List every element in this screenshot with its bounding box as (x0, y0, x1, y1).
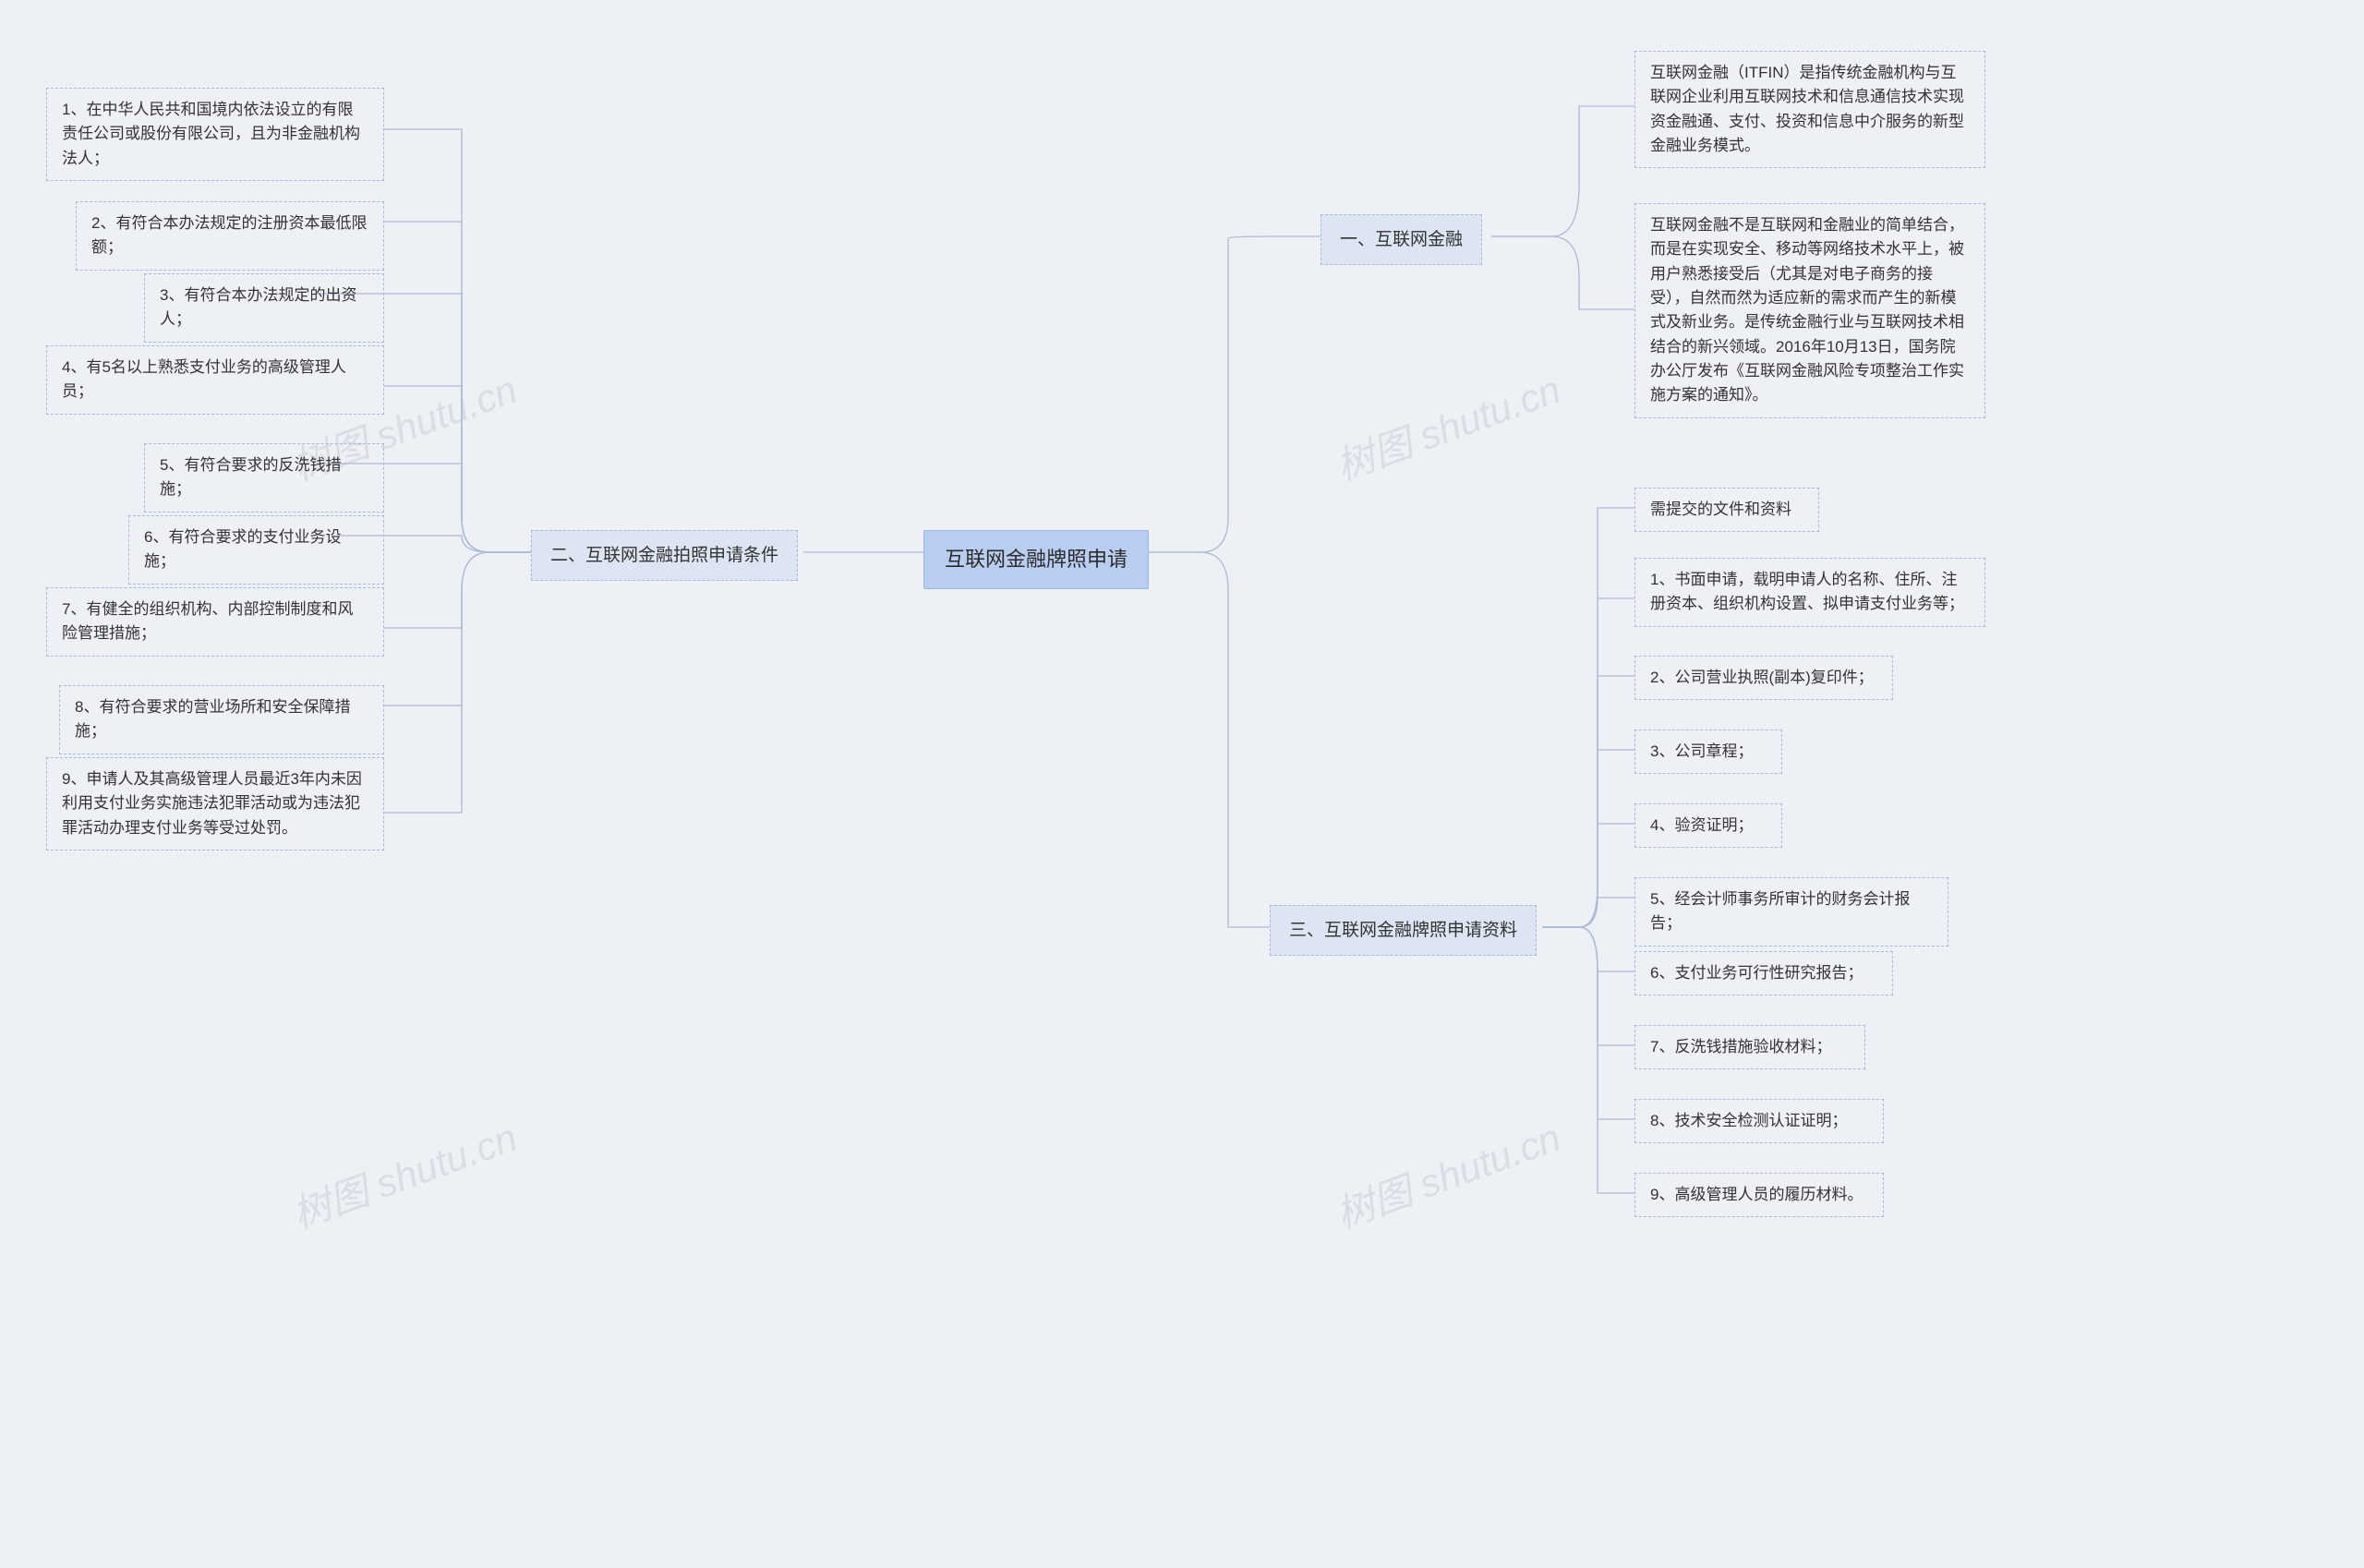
mindmap-branch-1[interactable]: 一、互联网金融 (1321, 214, 1482, 265)
mindmap-leaf[interactable]: 2、公司营业执照(副本)复印件； (1634, 656, 1893, 700)
watermark: 树图 shutu.cn (283, 1106, 524, 1239)
mindmap-leaf[interactable]: 1、书面申请，载明申请人的名称、住所、注册资本、组织机构设置、拟申请支付业务等； (1634, 558, 1985, 627)
mindmap-leaf[interactable]: 6、有符合要求的支付业务设施； (128, 515, 384, 585)
mindmap-leaf[interactable]: 8、技术安全检测认证证明； (1634, 1099, 1884, 1143)
watermark: 树图 shutu.cn (1327, 358, 1567, 491)
mindmap-leaf[interactable]: 6、支付业务可行性研究报告； (1634, 951, 1893, 995)
mindmap-leaf[interactable]: 7、有健全的组织机构、内部控制制度和风险管理措施； (46, 587, 384, 657)
mindmap-leaf[interactable]: 5、经会计师事务所审计的财务会计报告； (1634, 877, 1948, 947)
mindmap-leaf[interactable]: 4、有5名以上熟悉支付业务的高级管理人员； (46, 345, 384, 415)
mindmap-leaf[interactable]: 3、公司章程； (1634, 730, 1782, 774)
mindmap-leaf[interactable]: 8、有符合要求的营业场所和安全保障措施； (59, 685, 384, 754)
mindmap-leaf[interactable]: 5、有符合要求的反洗钱措施； (144, 443, 384, 513)
mindmap-root[interactable]: 互联网金融牌照申请 (923, 530, 1149, 589)
mindmap-leaf[interactable]: 3、有符合本办法规定的出资人； (144, 273, 384, 343)
mindmap-leaf[interactable]: 需提交的文件和资料 (1634, 488, 1819, 532)
mindmap-leaf[interactable]: 4、验资证明； (1634, 803, 1782, 848)
mindmap-leaf[interactable]: 2、有符合本办法规定的注册资本最低限额； (76, 201, 384, 271)
mindmap-branch-3[interactable]: 三、互联网金融牌照申请资料 (1270, 905, 1537, 956)
mindmap-leaf[interactable]: 互联网金融（ITFIN）是指传统金融机构与互联网企业利用互联网技术和信息通信技术… (1634, 51, 1985, 168)
mindmap-leaf[interactable]: 互联网金融不是互联网和金融业的简单结合，而是在实现安全、移动等网络技术水平上，被… (1634, 203, 1985, 418)
watermark: 树图 shutu.cn (1327, 1106, 1567, 1239)
mindmap-branch-2[interactable]: 二、互联网金融拍照申请条件 (531, 530, 798, 581)
mindmap-leaf[interactable]: 1、在中华人民共和国境内依法设立的有限责任公司或股份有限公司，且为非金融机构法人… (46, 88, 384, 181)
mindmap-leaf[interactable]: 9、申请人及其高级管理人员最近3年内未因利用支付业务实施违法犯罪活动或为违法犯罪… (46, 757, 384, 850)
mindmap-leaf[interactable]: 7、反洗钱措施验收材料； (1634, 1025, 1865, 1069)
mindmap-leaf[interactable]: 9、高级管理人员的履历材料。 (1634, 1173, 1884, 1217)
